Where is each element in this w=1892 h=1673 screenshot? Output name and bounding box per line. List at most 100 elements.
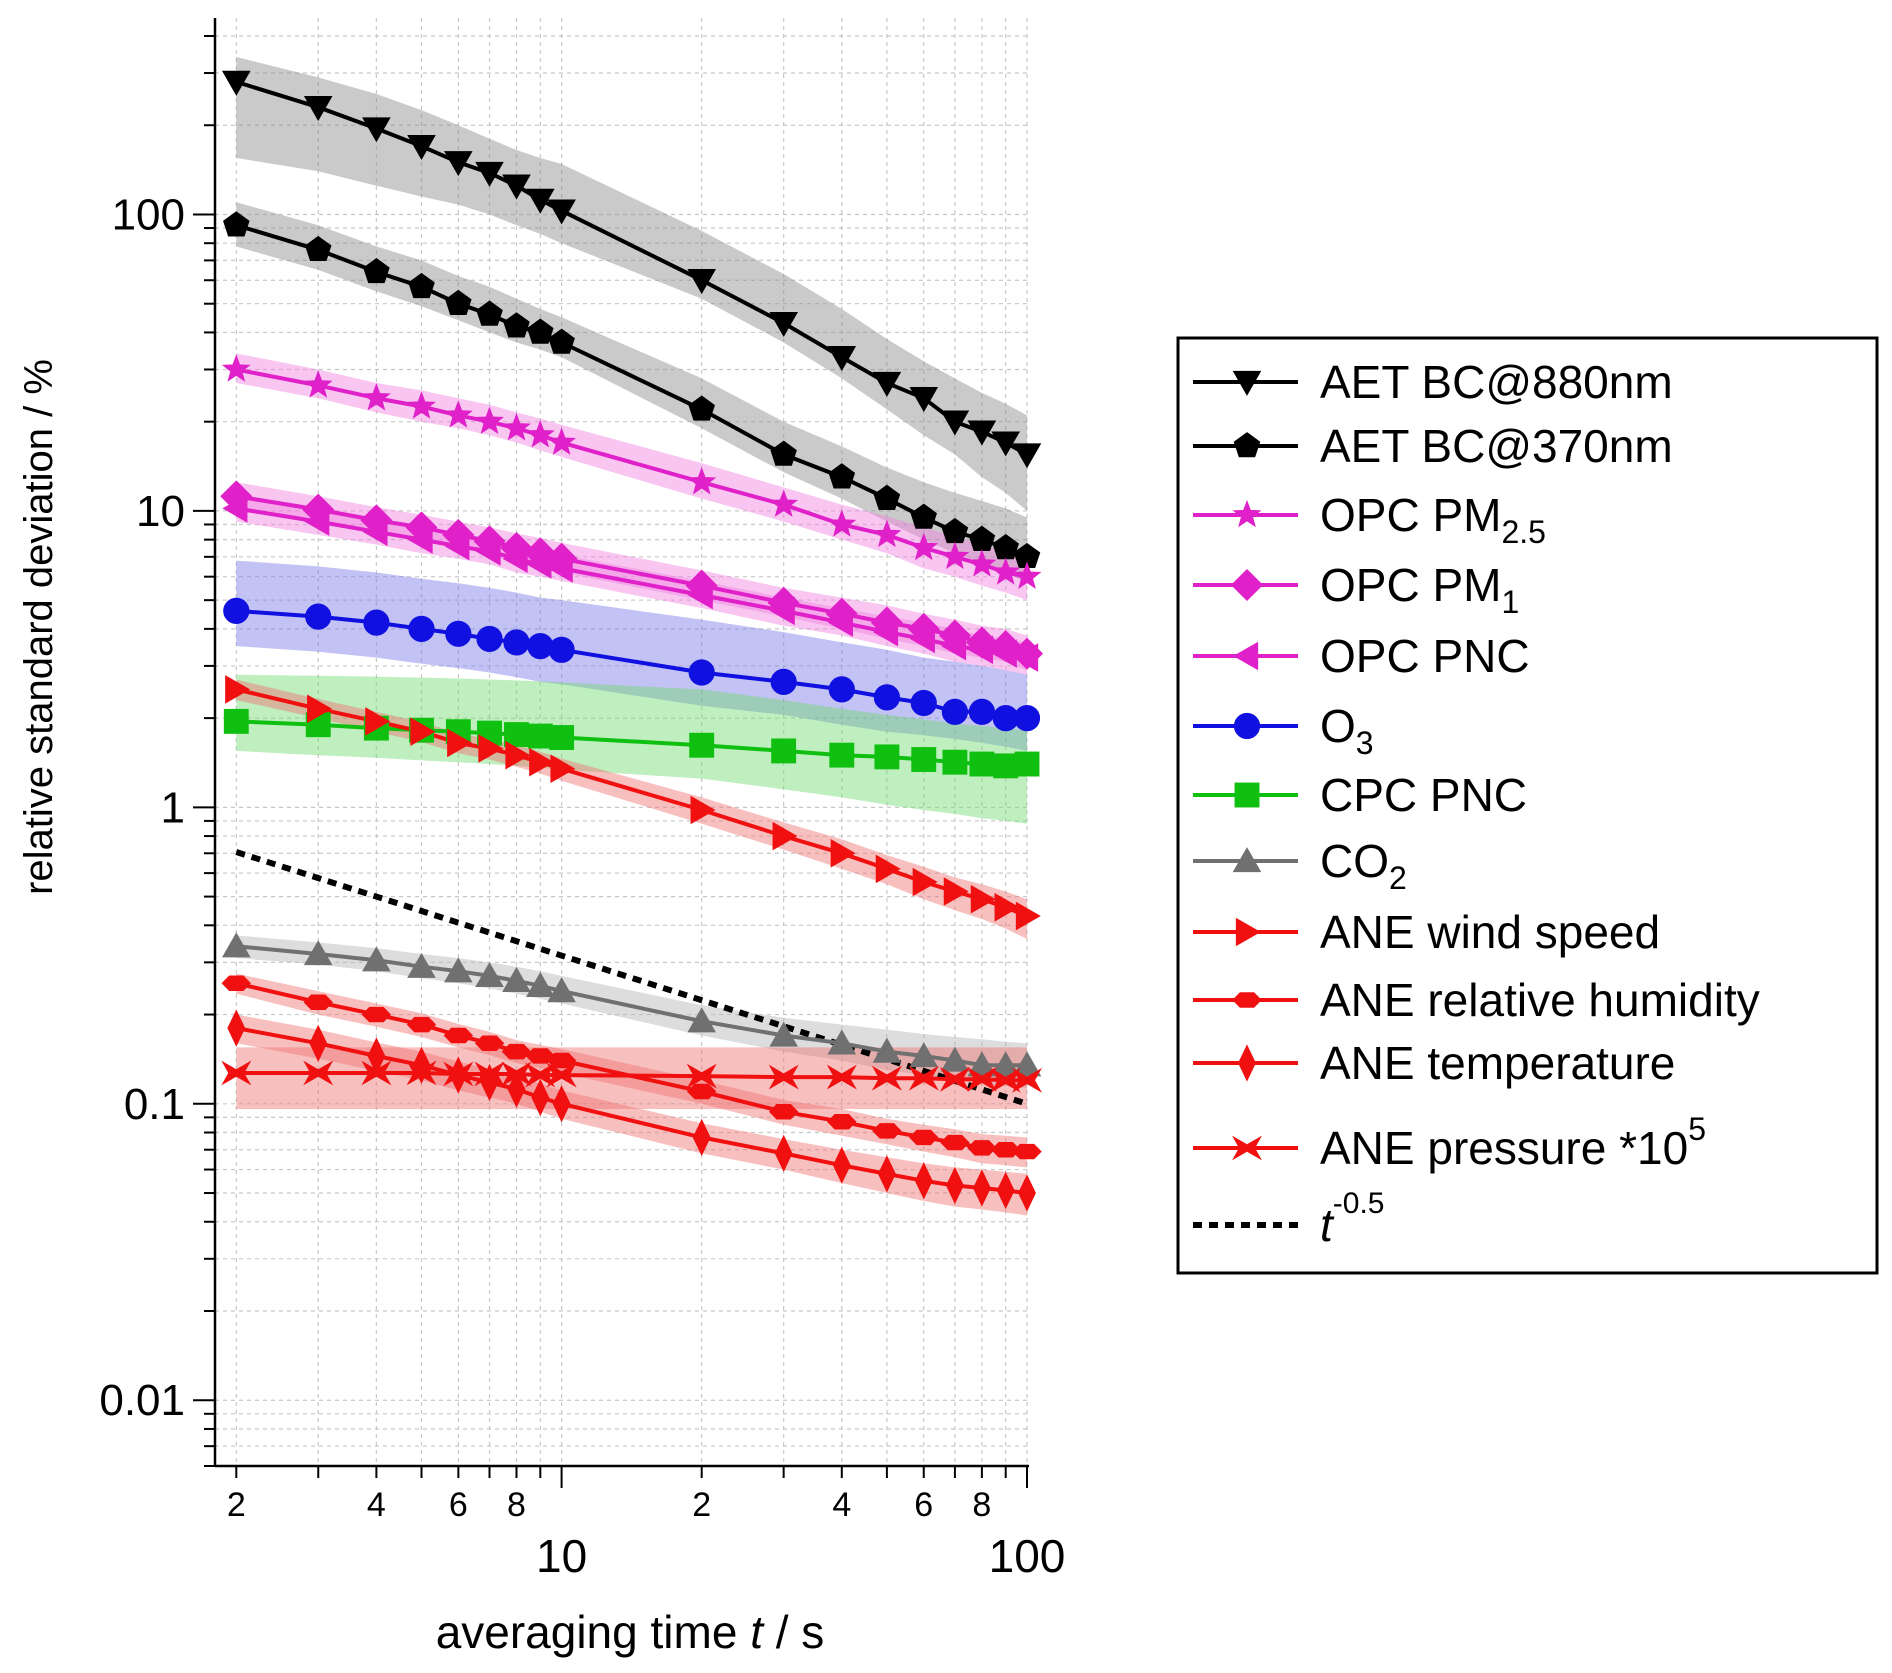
marker-aet-bc-370nm bbox=[527, 318, 554, 344]
marker-opc-pnc bbox=[362, 517, 388, 547]
x-minor-tick-label: 2 bbox=[227, 1486, 246, 1524]
legend-item: AET BC@880nm bbox=[1193, 356, 1673, 408]
band-cpc-pnc bbox=[236, 674, 1028, 824]
marker-aet-bc-370nm bbox=[910, 503, 937, 529]
legend-item: ANE wind speed bbox=[1193, 906, 1660, 958]
marker-aet-bc-880nm bbox=[303, 96, 333, 122]
legend-item: AET BC@370nm bbox=[1193, 420, 1673, 472]
marker-ane-wind-speed bbox=[505, 740, 531, 770]
x-minor-tick-label: 6 bbox=[449, 1486, 468, 1524]
marker-ane-pressure-10-5 bbox=[826, 1064, 857, 1090]
marker-o3 bbox=[941, 698, 969, 725]
marker-ane-wind-speed bbox=[1015, 901, 1041, 931]
legend-marker bbox=[1230, 568, 1264, 602]
marker-opc-pm2-5 bbox=[687, 467, 717, 495]
marker-opc-pm2-5 bbox=[827, 509, 857, 537]
marker-ane-temperature bbox=[507, 1070, 526, 1108]
marker-aet-bc-880nm bbox=[444, 151, 473, 177]
marker-ane-wind-speed bbox=[307, 694, 333, 724]
marker-opc-pnc bbox=[909, 624, 935, 654]
marker-aet-bc-370nm bbox=[408, 272, 435, 299]
marker-o3 bbox=[527, 632, 554, 660]
marker-aet-bc-880nm bbox=[407, 135, 436, 161]
marker-aet-bc-880nm bbox=[502, 174, 531, 200]
marker-co2 bbox=[687, 1007, 716, 1033]
marker-opc-pm2-5 bbox=[967, 549, 997, 577]
marker-ane-pressure-10-5 bbox=[939, 1066, 970, 1092]
legend-marker bbox=[1234, 782, 1260, 808]
marker-ane-temperature bbox=[1018, 1174, 1036, 1212]
marker-o3 bbox=[873, 684, 900, 711]
marker-co2 bbox=[362, 946, 391, 972]
marker-cpc-pnc bbox=[969, 751, 995, 777]
legend-label: OPC PNC bbox=[1320, 630, 1530, 682]
x-minor-tick-label: 8 bbox=[972, 1486, 991, 1524]
legend-label: t-0.5 bbox=[1320, 1187, 1384, 1251]
marker-opc-pnc bbox=[526, 550, 552, 579]
marker-co2 bbox=[991, 1051, 1020, 1077]
marker-ane-pressure-10-5 bbox=[871, 1065, 902, 1091]
marker-co2 bbox=[502, 966, 531, 992]
y-tick-label: 10 bbox=[136, 487, 185, 536]
legend-marker bbox=[1232, 499, 1262, 528]
marker-ane-pressure-10-5 bbox=[1011, 1067, 1042, 1093]
legend-marker bbox=[1232, 847, 1262, 873]
band-opc-pnc bbox=[236, 494, 1028, 675]
marker-ane-pressure-10-5 bbox=[546, 1062, 577, 1088]
band-co2 bbox=[236, 935, 1028, 1089]
marker-ane-temperature bbox=[309, 1024, 328, 1062]
legend-label: ANE relative humidity bbox=[1320, 974, 1760, 1026]
marker-aet-bc-370nm bbox=[828, 463, 856, 489]
marker-ane-temperature bbox=[227, 1009, 246, 1047]
marker-opc-pnc bbox=[547, 554, 573, 583]
x-minor-tick-label: 8 bbox=[507, 1486, 526, 1524]
marker-ane-relative-humidity bbox=[406, 1016, 437, 1033]
legend-label: OPC PM2.5 bbox=[1320, 489, 1546, 550]
marker-cpc-pnc bbox=[993, 753, 1019, 779]
marker-opc-pnc bbox=[502, 544, 528, 573]
legend-item: ANE relative humidity bbox=[1193, 974, 1760, 1026]
marker-o3 bbox=[476, 625, 503, 653]
marker-ane-pressure-10-5 bbox=[221, 1060, 252, 1086]
marker-opc-pnc bbox=[444, 531, 470, 561]
marker-ane-relative-humidity bbox=[1012, 1143, 1042, 1160]
marker-o3 bbox=[305, 603, 332, 630]
marker-aet-bc-880nm bbox=[526, 188, 555, 214]
marker-opc-pm2-5 bbox=[221, 354, 251, 382]
marker-ane-pressure-10-5 bbox=[443, 1061, 474, 1087]
marker-aet-bc-370nm bbox=[305, 235, 332, 262]
marker-ane-relative-humidity bbox=[940, 1134, 970, 1151]
marker-o3 bbox=[363, 609, 390, 636]
marker-opc-pm2-5 bbox=[940, 541, 970, 570]
marker-aet-bc-880nm bbox=[940, 410, 970, 436]
marker-o3 bbox=[408, 615, 435, 642]
marker-aet-bc-880nm bbox=[475, 161, 504, 187]
legend-marker bbox=[1232, 1135, 1262, 1161]
marker-ane-temperature bbox=[945, 1166, 964, 1205]
marker-co2 bbox=[475, 962, 504, 988]
legend-marker bbox=[1233, 641, 1259, 671]
band-opc-pm2-5 bbox=[236, 353, 1028, 601]
marker-opc-pm2-5 bbox=[443, 400, 473, 428]
marker-co2 bbox=[303, 940, 333, 966]
marker-cpc-pnc bbox=[829, 742, 855, 768]
legend-box bbox=[1176, 336, 1879, 1275]
marker-ane-wind-speed bbox=[994, 893, 1020, 922]
legend-item: ANE temperature bbox=[1193, 1037, 1675, 1089]
legend-item: OPC PNC bbox=[1193, 630, 1530, 682]
legend-label: CO2 bbox=[1320, 835, 1407, 896]
marker-o3 bbox=[770, 668, 797, 695]
legend-item: ANE pressure *105 bbox=[1193, 1111, 1706, 1174]
marker-ane-pressure-10-5 bbox=[406, 1060, 437, 1086]
marker-aet-bc-370nm bbox=[223, 211, 250, 237]
marker-co2 bbox=[222, 932, 251, 958]
marker-ane-relative-humidity bbox=[967, 1140, 997, 1156]
marker-ane-temperature bbox=[832, 1146, 851, 1184]
y-tick-label: 0.1 bbox=[124, 1080, 185, 1129]
marker-o3 bbox=[688, 659, 715, 686]
marker-cpc-pnc bbox=[689, 732, 715, 758]
marker-opc-pm2-5 bbox=[909, 532, 939, 561]
marker-co2 bbox=[940, 1046, 970, 1072]
marker-cpc-pnc bbox=[1014, 751, 1040, 777]
marker-opc-pnc bbox=[872, 617, 899, 647]
